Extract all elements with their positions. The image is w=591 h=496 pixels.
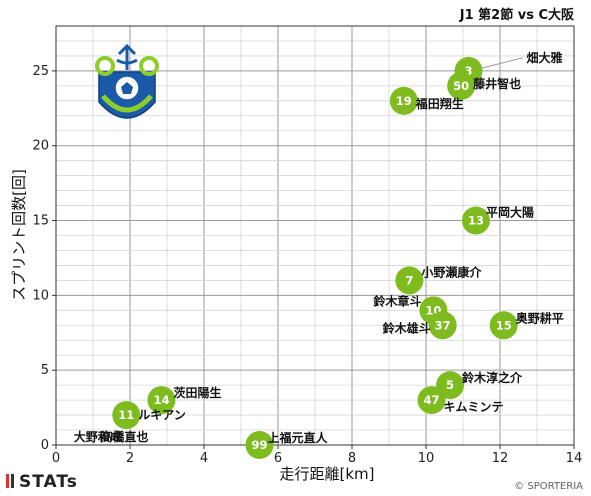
x-tick-label: 6 xyxy=(274,451,282,466)
plot-frame xyxy=(55,25,575,446)
x-tick-label: 8 xyxy=(348,451,356,466)
x-tick-label: 14 xyxy=(566,451,583,466)
player-name-label: 茨田陽生 xyxy=(173,385,221,400)
player-number-7: 7 xyxy=(405,273,413,287)
y-tick-label: 20 xyxy=(32,139,49,154)
x-tick-label: 12 xyxy=(492,451,509,466)
label-leader-line xyxy=(478,57,523,70)
player-name-label: 鈴木雄斗 xyxy=(383,320,431,335)
emblem-wave xyxy=(101,94,153,113)
player-name-label: 上福元直人 xyxy=(268,430,329,445)
chart-title: J1 第2節 vs C大阪 xyxy=(459,7,575,23)
player-name-label: 鈴木淳之介 xyxy=(462,370,523,385)
x-tick-label: 2 xyxy=(126,451,134,466)
player-number-5: 5 xyxy=(446,378,454,392)
player-point-7 xyxy=(395,266,424,295)
player-point-11 xyxy=(112,401,141,430)
x-tick-labels: 0 2 4 6 8 10 12 14 xyxy=(52,445,582,466)
player-name-label: 高橋直也 xyxy=(100,429,148,444)
player-name-label: 鈴木章斗 xyxy=(373,293,421,308)
player-name-label: 奥野耕平 xyxy=(516,310,564,325)
y-tick-label: 15 xyxy=(32,214,49,229)
player-number-37: 37 xyxy=(435,318,451,332)
player-point-14 xyxy=(147,386,176,415)
player-number-99: 99 xyxy=(251,438,267,452)
y-axis-label: スプリント回数[回] xyxy=(10,169,28,301)
x-tick-label: 0 xyxy=(52,451,60,466)
player-name-label: 畑大雅 xyxy=(527,50,563,65)
player-number-3: 3 xyxy=(465,64,473,78)
copyright-credit: © SPORTERIA xyxy=(514,481,583,492)
stats-bars-icon-2 xyxy=(11,474,14,488)
player-point-15 xyxy=(489,311,518,340)
x-tick-label: 10 xyxy=(418,451,435,466)
stats-brand-text: STATs xyxy=(19,472,78,492)
player-name-label: 福田翔生 xyxy=(415,96,464,111)
stats-bars-icon xyxy=(6,474,9,488)
player-number-19: 19 xyxy=(396,94,412,108)
x-tick-label: 4 xyxy=(200,451,208,466)
stats-logo: STATs xyxy=(6,472,78,492)
y-tick-label: 10 xyxy=(32,288,49,303)
player-point-50 xyxy=(447,71,476,100)
x-axis-label: 走行距離[km] xyxy=(279,465,374,483)
y-tick-label: 25 xyxy=(32,64,49,79)
player-number-50: 50 xyxy=(453,79,469,93)
player-number-15: 15 xyxy=(496,318,512,332)
emblem-wave-left xyxy=(95,56,115,76)
player-number-47: 47 xyxy=(424,393,440,407)
emblem-ball-patch xyxy=(121,82,133,94)
player-name-label: 小野瀬康介 xyxy=(421,264,482,279)
player-point-37 xyxy=(428,311,457,340)
player-number-14: 14 xyxy=(153,393,169,407)
player-point-99 xyxy=(245,431,274,459)
player-name-label: 平岡大陽 xyxy=(486,205,534,220)
player-number-11: 11 xyxy=(118,408,134,422)
y-tick-label: 5 xyxy=(41,363,49,378)
emblem-trident xyxy=(116,43,138,70)
player-point-19 xyxy=(389,86,418,115)
y-tick-labels: 0 5 10 15 20 25 xyxy=(32,64,56,453)
club-emblem xyxy=(95,43,159,119)
player-name-label: キムミンテ xyxy=(444,400,504,414)
player-number-13: 13 xyxy=(468,214,484,228)
player-name-label: 大野和成 xyxy=(74,429,122,444)
player-point-47 xyxy=(417,386,446,415)
y-tick-label: 0 xyxy=(41,438,49,453)
emblem-wave-right xyxy=(139,56,159,76)
player-point-13 xyxy=(461,206,490,235)
player-name-label: 藤井智也 xyxy=(472,76,521,91)
player-name-label: ルキアン xyxy=(138,408,186,422)
